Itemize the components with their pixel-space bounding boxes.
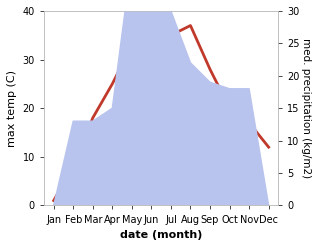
X-axis label: date (month): date (month) — [120, 230, 202, 240]
Y-axis label: max temp (C): max temp (C) — [7, 70, 17, 147]
Y-axis label: med. precipitation (kg/m2): med. precipitation (kg/m2) — [301, 38, 311, 178]
